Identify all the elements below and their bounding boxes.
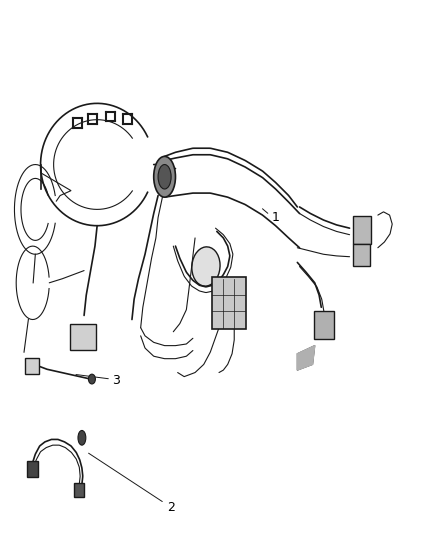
FancyBboxPatch shape bbox=[212, 277, 246, 329]
Text: 3: 3 bbox=[113, 374, 120, 387]
Text: 1: 1 bbox=[271, 211, 279, 224]
FancyBboxPatch shape bbox=[353, 216, 371, 244]
FancyBboxPatch shape bbox=[27, 461, 38, 477]
FancyBboxPatch shape bbox=[25, 358, 39, 374]
Ellipse shape bbox=[88, 374, 95, 384]
Circle shape bbox=[154, 156, 176, 197]
Circle shape bbox=[158, 165, 171, 189]
FancyBboxPatch shape bbox=[353, 245, 370, 265]
Ellipse shape bbox=[192, 247, 220, 286]
FancyBboxPatch shape bbox=[70, 324, 96, 350]
Polygon shape bbox=[297, 345, 315, 370]
Circle shape bbox=[78, 431, 86, 445]
Text: 2: 2 bbox=[167, 500, 175, 514]
FancyBboxPatch shape bbox=[314, 311, 334, 339]
FancyBboxPatch shape bbox=[74, 483, 84, 497]
